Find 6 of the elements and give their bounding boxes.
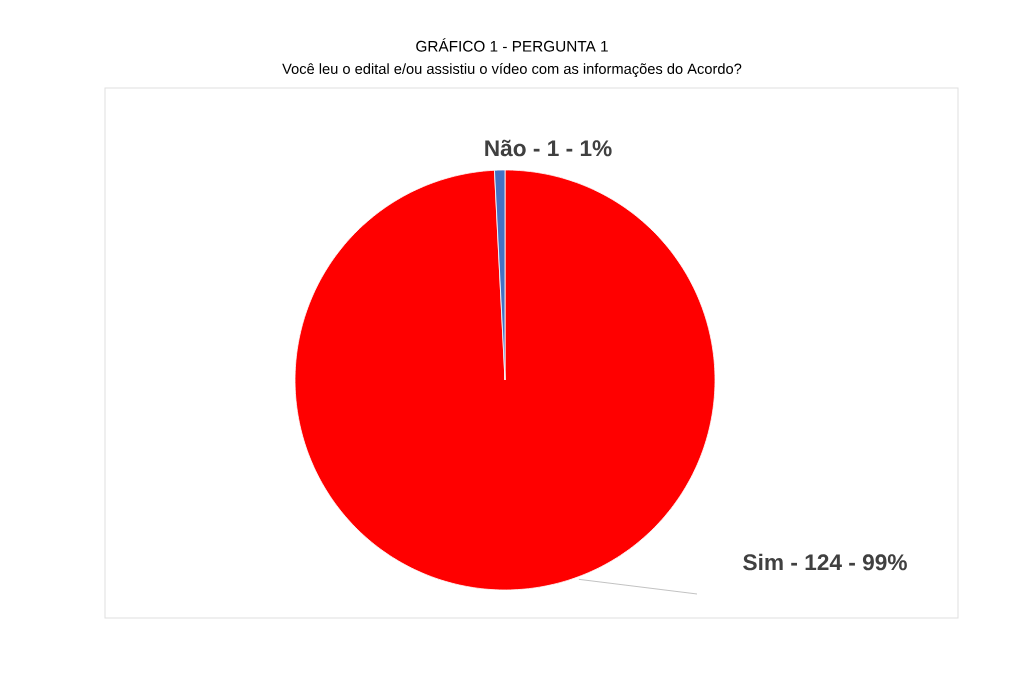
data-label: 1 - 1% (548, 140, 612, 157)
chart-subtitle: Você leu o edital e/ou assistiu o vídeo com as informações do Acordo? (282, 63, 742, 77)
data-label: 124 - 99% (805, 554, 907, 571)
slice-label: Sim - (743, 553, 797, 571)
slice-label: Não - (485, 139, 540, 157)
chart-title: GRÁFICO 1 - PERGUNTA 1 (416, 38, 608, 52)
